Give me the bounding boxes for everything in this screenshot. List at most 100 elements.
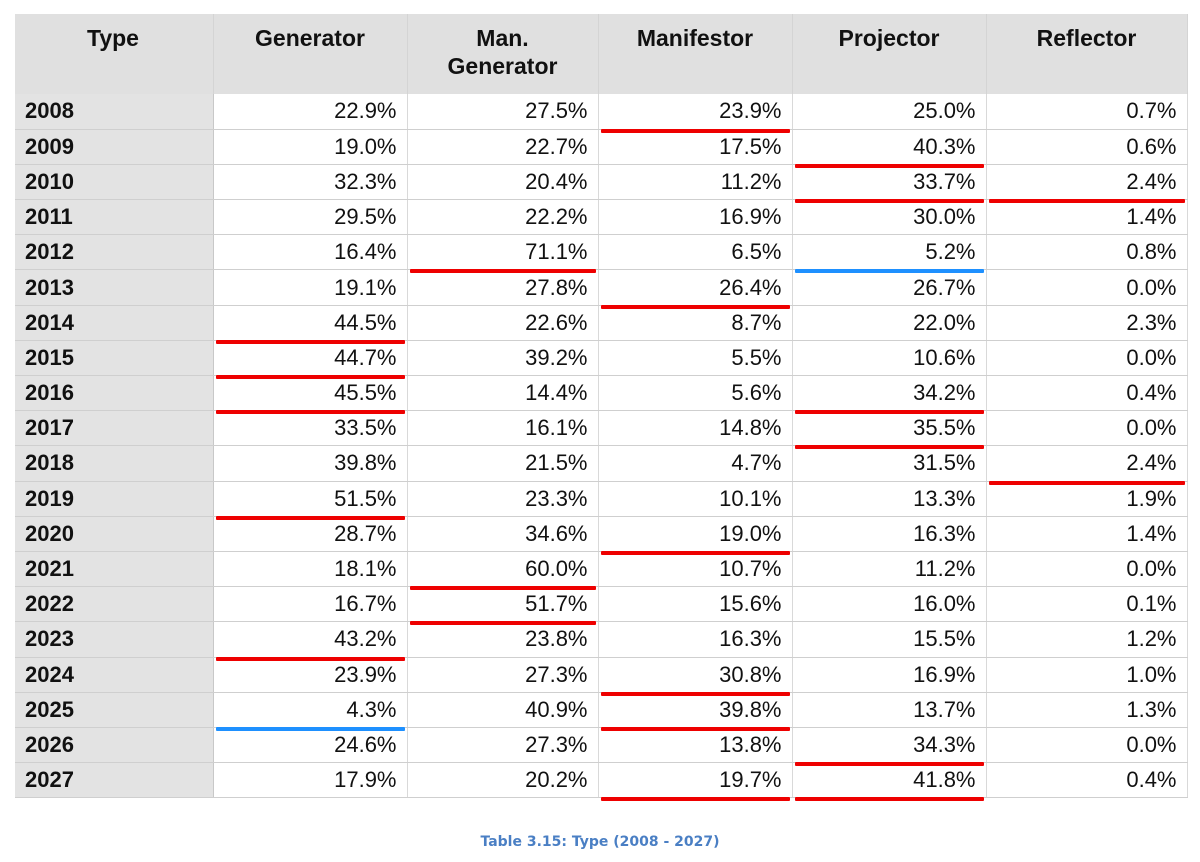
percent-value: 23.3% (525, 485, 588, 511)
reflector-cell: 2.4% (986, 445, 1188, 485)
manifestor-cell: 5.5% (598, 340, 793, 377)
reflector-cell: 0.0% (986, 410, 1188, 447)
reflector-cell: 1.0% (986, 657, 1188, 693)
reflector-cell: 0.0% (986, 551, 1188, 588)
projector-cell: 16.0% (792, 586, 987, 623)
percent-value: 2.4% (1126, 450, 1177, 476)
reflector-cell: 0.0% (986, 727, 1188, 764)
year-cell: 2023 (15, 621, 214, 658)
percent-value: 26.4% (719, 274, 782, 300)
reflector-cell: 0.7% (986, 94, 1188, 130)
percent-value: 1.0% (1126, 661, 1177, 687)
header-generator: Generator (213, 14, 408, 94)
generator-cell: 24.6% (213, 727, 408, 764)
percent-value: 0.8% (1126, 239, 1177, 265)
manifestor-cell: 11.2% (598, 164, 793, 201)
percent-value: 0.4% (1126, 380, 1177, 406)
projector-cell: 34.3% (792, 727, 987, 767)
projector-cell: 10.6% (792, 340, 987, 377)
percent-value: 40.3% (913, 133, 976, 159)
percent-value: 0.0% (1126, 556, 1177, 582)
projector-cell: 11.2% (792, 551, 987, 588)
man-generator-cell: 22.7% (407, 129, 599, 165)
table-row: 2021 18.1% 60.0% 10.7% 11.2% 0.0% (15, 551, 1188, 591)
generator-cell: 39.8% (213, 445, 408, 482)
manifestor-cell: 6.5% (598, 234, 793, 271)
percent-value: 0.0% (1126, 731, 1177, 757)
percent-value: 15.6% (719, 591, 782, 617)
manifestor-cell: 16.3% (598, 621, 793, 658)
year-cell: 2020 (15, 516, 214, 552)
reflector-cell: 1.4% (986, 516, 1188, 552)
percent-value: 16.9% (913, 661, 976, 687)
type-table-container: Type Generator Man. Generator Manifestor… (15, 14, 1188, 802)
percent-value: 22.6% (525, 309, 588, 335)
manifestor-cell: 15.6% (598, 586, 793, 623)
percent-value: 22.9% (334, 98, 397, 124)
red-highlight-underline (600, 797, 790, 802)
man-generator-cell: 22.6% (407, 305, 599, 341)
percent-value: 16.4% (334, 239, 397, 265)
percent-value: 28.7% (334, 520, 397, 546)
percent-value: 1.3% (1126, 696, 1177, 722)
percent-value: 13.8% (719, 731, 782, 757)
percent-value: 1.9% (1126, 485, 1177, 511)
percent-value: 11.2% (914, 556, 976, 582)
header-row: Type Generator Man. Generator Manifestor… (15, 14, 1188, 94)
reflector-cell: 0.4% (986, 375, 1188, 412)
type-table: Type Generator Man. Generator Manifestor… (15, 14, 1188, 802)
table-row: 2014 44.5% 22.6% 8.7% 22.0% 2.3% (15, 305, 1188, 344)
man-generator-cell: 21.5% (407, 445, 599, 482)
generator-cell: 33.5% (213, 410, 408, 447)
projector-cell: 25.0% (792, 94, 987, 130)
percent-value: 27.8% (525, 274, 588, 300)
percent-value: 39.2% (525, 344, 588, 370)
manifestor-cell: 26.4% (598, 269, 793, 309)
manifestor-cell: 19.7% (598, 762, 793, 802)
table-row: 2017 33.5% 16.1% 14.8% 35.5% 0.0% (15, 410, 1188, 450)
man-generator-cell: 22.2% (407, 199, 599, 236)
generator-cell: 19.1% (213, 269, 408, 306)
percent-value: 21.5% (525, 450, 588, 476)
table-row: 2023 43.2% 23.8% 16.3% 15.5% 1.2% (15, 621, 1188, 661)
percent-value: 2.4% (1126, 168, 1177, 194)
projector-cell: 26.7% (792, 269, 987, 306)
table-row: 2016 45.5% 14.4% 5.6% 34.2% 0.4% (15, 375, 1188, 415)
man-generator-cell: 27.8% (407, 269, 599, 306)
percent-value: 71.1% (525, 239, 588, 265)
manifestor-cell: 10.1% (598, 481, 793, 517)
percent-value: 40.9% (525, 696, 588, 722)
table-row: 2015 44.7% 39.2% 5.5% 10.6% 0.0% (15, 340, 1188, 379)
table-row: 2019 51.5% 23.3% 10.1% 13.3% 1.9% (15, 481, 1188, 520)
header-reflector: Reflector (986, 14, 1188, 94)
projector-cell: 30.0% (792, 199, 987, 236)
percent-value: 25.0% (913, 98, 976, 124)
percent-value: 43.2% (334, 626, 397, 652)
percent-value: 0.4% (1126, 767, 1177, 793)
man-generator-cell: 23.3% (407, 481, 599, 517)
percent-value: 4.3% (346, 696, 397, 722)
man-generator-cell: 39.2% (407, 340, 599, 377)
percent-value: 44.7% (334, 344, 397, 370)
table-row: 2009 19.0% 22.7% 17.5% 40.3% 0.6% (15, 129, 1188, 168)
generator-cell: 18.1% (213, 551, 408, 588)
manifestor-cell: 16.9% (598, 199, 793, 236)
manifestor-cell: 19.0% (598, 516, 793, 555)
projector-cell: 5.2% (792, 234, 987, 274)
percent-value: 33.5% (334, 415, 397, 441)
percent-value: 45.5% (334, 380, 397, 406)
table-row: 2026 24.6% 27.3% 13.8% 34.3% 0.0% (15, 727, 1188, 767)
percent-value: 16.1% (525, 415, 588, 441)
percent-value: 18.1% (334, 556, 397, 582)
percent-value: 1.4% (1126, 204, 1177, 230)
percent-value: 20.4% (525, 168, 588, 194)
percent-value: 0.0% (1126, 274, 1177, 300)
percent-value: 5.2% (925, 239, 976, 265)
generator-cell: 23.9% (213, 657, 408, 693)
percent-value: 0.0% (1126, 415, 1177, 441)
percent-value: 4.7% (731, 450, 782, 476)
man-generator-cell: 60.0% (407, 551, 599, 591)
projector-cell: 31.5% (792, 445, 987, 482)
generator-cell: 4.3% (213, 692, 408, 731)
reflector-cell: 1.4% (986, 199, 1188, 236)
